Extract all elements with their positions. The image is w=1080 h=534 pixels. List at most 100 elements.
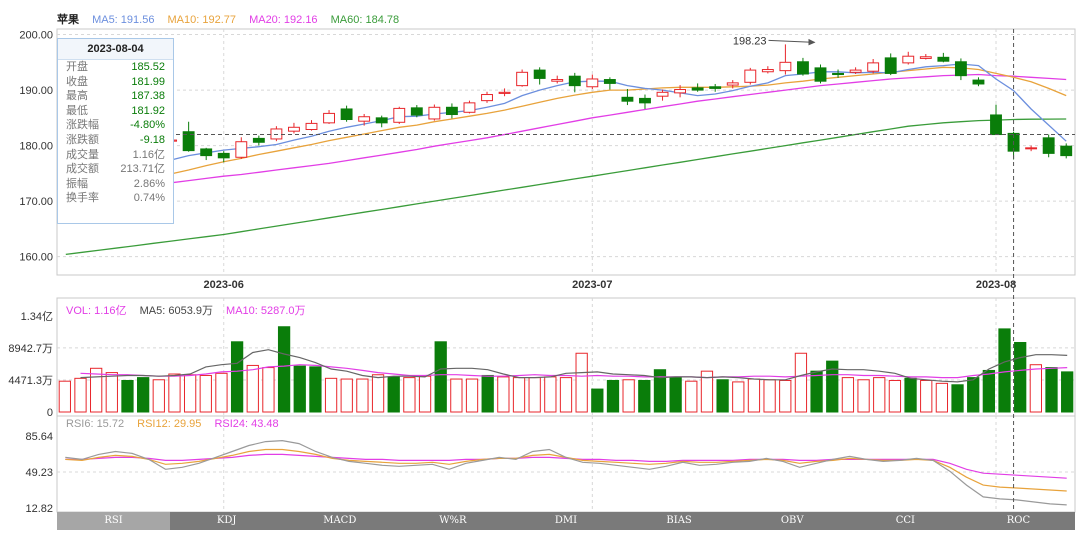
volume-bar[interactable]: [465, 378, 479, 413]
volume-bar[interactable]: [183, 374, 197, 413]
volume-bar[interactable]: [215, 372, 228, 413]
candle[interactable]: [182, 121, 195, 152]
volume-bar[interactable]: [967, 377, 980, 413]
candle[interactable]: [867, 58, 880, 74]
volume-bar[interactable]: [653, 369, 667, 413]
volume-bar[interactable]: [121, 379, 134, 413]
volume-bar[interactable]: [403, 377, 416, 413]
volume-bar[interactable]: [951, 384, 964, 413]
candle[interactable]: [726, 80, 739, 89]
volume-bar[interactable]: [199, 374, 212, 413]
candle[interactable]: [761, 66, 774, 74]
candle[interactable]: [972, 77, 985, 87]
candle[interactable]: [445, 103, 458, 119]
candle[interactable]: [200, 147, 213, 161]
candle[interactable]: [902, 51, 915, 65]
volume-bar[interactable]: [277, 326, 291, 413]
candle[interactable]: [323, 110, 335, 124]
candle[interactable]: [797, 57, 809, 76]
volume-bar[interactable]: [262, 367, 275, 413]
tab-obv[interactable]: OBV: [780, 515, 804, 526]
volume-bar[interactable]: [559, 377, 573, 413]
volume-bar[interactable]: [622, 379, 635, 413]
candle[interactable]: [340, 105, 353, 122]
volume-bar[interactable]: [747, 378, 761, 413]
candle[interactable]: [586, 74, 599, 89]
candle[interactable]: [674, 85, 687, 98]
tab-rsi[interactable]: RSI: [57, 512, 171, 530]
volume-bar[interactable]: [638, 379, 651, 413]
tab-wr[interactable]: W%R: [439, 515, 467, 526]
volume-bar[interactable]: [606, 379, 620, 413]
candle[interactable]: [709, 83, 722, 92]
tab-dmi[interactable]: DMI: [554, 515, 578, 526]
volume-bar[interactable]: [105, 372, 118, 413]
volume-bar[interactable]: [58, 380, 71, 413]
volume-bar[interactable]: [74, 377, 87, 413]
volume-bar[interactable]: [544, 376, 557, 413]
candle[interactable]: [217, 151, 230, 163]
volume-bar[interactable]: [90, 367, 103, 413]
volume-bar[interactable]: [763, 379, 776, 413]
candle[interactable]: [937, 52, 950, 63]
volume-bar[interactable]: [669, 377, 682, 413]
candle[interactable]: [393, 106, 406, 124]
candle[interactable]: [305, 120, 318, 131]
tab-roc[interactable]: ROC: [1006, 515, 1031, 526]
candle[interactable]: [832, 69, 844, 78]
candle[interactable]: [516, 69, 529, 87]
candle[interactable]: [235, 137, 248, 159]
candle[interactable]: [1060, 143, 1073, 159]
volume-bar[interactable]: [873, 377, 886, 413]
volume-bar[interactable]: [137, 377, 150, 413]
volume-bar[interactable]: [591, 388, 604, 413]
candle[interactable]: [568, 72, 581, 93]
candle[interactable]: [849, 67, 862, 74]
volume-bar[interactable]: [450, 378, 463, 413]
volume-bar[interactable]: [904, 377, 917, 413]
volume-bar[interactable]: [685, 380, 698, 413]
volume-bar[interactable]: [528, 377, 541, 413]
candle[interactable]: [814, 64, 827, 84]
candle[interactable]: [603, 77, 616, 90]
candle[interactable]: [990, 104, 1002, 136]
candle[interactable]: [621, 88, 634, 106]
candle[interactable]: [779, 44, 792, 75]
candle[interactable]: [954, 58, 967, 81]
candle[interactable]: [288, 122, 300, 134]
volume-bar[interactable]: [732, 381, 745, 413]
volume-bar[interactable]: [841, 377, 855, 413]
volume-bar[interactable]: [1045, 367, 1058, 413]
volume-bar[interactable]: [1014, 342, 1027, 413]
volume-bar[interactable]: [481, 374, 494, 413]
candle[interactable]: [498, 88, 511, 97]
volume-bar[interactable]: [293, 365, 306, 413]
candle[interactable]: [375, 115, 388, 128]
volume-bar[interactable]: [794, 352, 808, 413]
volume-bar[interactable]: [324, 377, 338, 413]
candle[interactable]: [919, 53, 932, 60]
volume-bar[interactable]: [920, 379, 933, 413]
volume-bar[interactable]: [982, 369, 995, 413]
candle[interactable]: [656, 89, 669, 101]
volume-bar[interactable]: [497, 376, 510, 413]
candle[interactable]: [428, 104, 441, 121]
volume-bar[interactable]: [152, 379, 165, 413]
volume-bar[interactable]: [371, 374, 385, 413]
candle[interactable]: [481, 91, 493, 103]
volume-bar[interactable]: [418, 375, 432, 413]
candle[interactable]: [639, 94, 651, 109]
candle[interactable]: [884, 53, 897, 76]
tab-bias[interactable]: BIAS: [666, 515, 692, 526]
candle[interactable]: [691, 83, 704, 92]
candle[interactable]: [358, 113, 371, 126]
volume-bar[interactable]: [230, 341, 244, 413]
candle[interactable]: [252, 135, 265, 146]
volume-bar[interactable]: [810, 370, 823, 413]
volume-bar[interactable]: [340, 378, 353, 413]
tab-kdj[interactable]: KDJ: [216, 515, 237, 526]
volume-bar[interactable]: [168, 373, 181, 413]
volume-bar[interactable]: [888, 379, 902, 413]
volume-bar[interactable]: [935, 382, 949, 413]
